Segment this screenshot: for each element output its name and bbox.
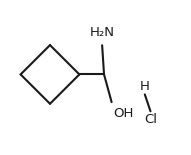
Text: OH: OH [113, 107, 134, 120]
Text: H: H [140, 80, 150, 93]
Text: H₂N: H₂N [90, 26, 115, 39]
Text: Cl: Cl [144, 113, 157, 126]
